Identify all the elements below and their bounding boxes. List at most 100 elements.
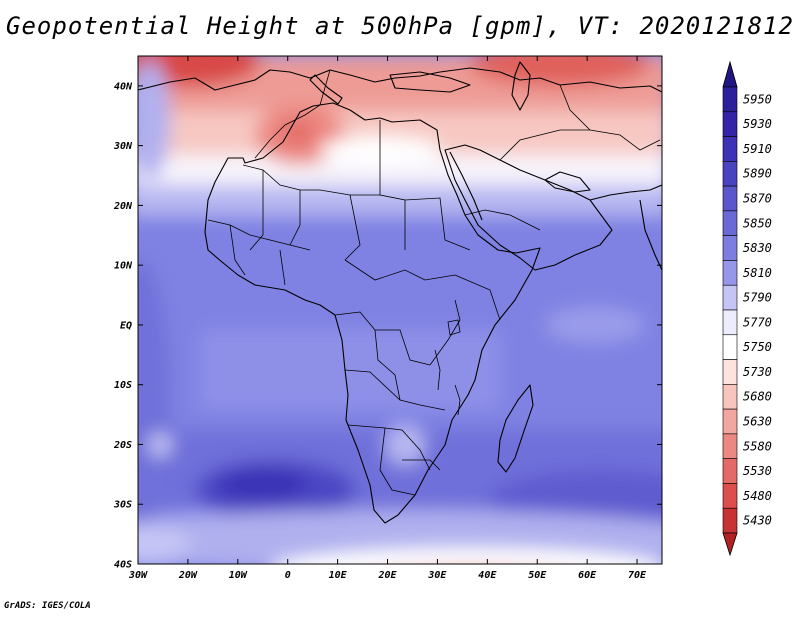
colorbar-label: 5750 — [743, 340, 772, 354]
colorbar-swatch — [722, 359, 738, 385]
colorbar: 5950 5930 5910 5890 5870 5850 5830 5810 5790 5770… — [722, 60, 772, 557]
colorbar-swatch — [722, 507, 738, 534]
lon-tick-label: 10E — [329, 570, 348, 581]
colorbar-swatch — [722, 483, 738, 509]
continent-outlines — [138, 61, 662, 524]
lon-tick-label: 0 — [285, 570, 291, 581]
colorbar-label: 5770 — [743, 315, 772, 329]
lon-tick-label: 30W — [128, 570, 148, 581]
lat-tick-label: 30N — [113, 141, 133, 152]
lake-tanganyika — [434, 349, 441, 391]
field-sahara-core — [280, 121, 316, 145]
border-3 — [289, 190, 301, 246]
field-kalahari-light — [385, 425, 425, 465]
longitude-axis: 30W 20W 10W 0 10E 20E 30E 40E 50E 60E 70E — [128, 56, 647, 581]
footer-credit: GrADS: IGES/COLA — [4, 601, 91, 611]
border-10 — [344, 369, 446, 411]
map-title: Geopotential Height at 500hPa [gpm], VT:… — [6, 12, 794, 40]
colorbar-label: 5530 — [743, 464, 772, 478]
border-17 — [559, 84, 661, 151]
lake-victoria — [447, 319, 461, 336]
madagascar-coastline — [497, 384, 534, 473]
lon-tick-label: 60E — [578, 570, 597, 581]
colorbar-swatch — [722, 185, 738, 212]
lake-malawi — [454, 384, 461, 416]
iran-pakistan-coast — [589, 184, 662, 201]
latitude-axis: 40N 30N 20N 10N EQ 10S 20S 30S 40S — [113, 81, 662, 571]
lon-tick-label: 20W — [178, 570, 198, 581]
west-africa-3 — [279, 249, 286, 286]
lon-tick-label: 50E — [528, 570, 547, 581]
colorbar-label: 5850 — [743, 216, 772, 230]
country-borders — [207, 69, 661, 496]
lat-tick-label: EQ — [120, 320, 132, 331]
field-south-white — [277, 548, 662, 564]
border-19 — [464, 209, 541, 231]
border-12 — [379, 427, 416, 496]
lat-tick-label: 30S — [113, 500, 132, 511]
india-coast — [639, 199, 662, 271]
colorbar-label: 5910 — [743, 142, 772, 156]
colorbar-label: 5580 — [743, 439, 772, 453]
colorbar-label: 5830 — [743, 241, 772, 255]
lat-tick-label: 40N — [114, 81, 133, 92]
mediterranean-north — [138, 67, 662, 93]
caspian-outline — [511, 61, 531, 111]
colorbar-swatch — [722, 235, 738, 261]
border-8 — [334, 311, 431, 366]
colorbar-swatch — [722, 384, 738, 410]
colorbar-swatch — [722, 408, 738, 435]
colorbar-swatch — [722, 433, 738, 459]
border-15 — [429, 299, 461, 366]
border-18 — [499, 129, 590, 161]
field-madagascar-light — [545, 307, 645, 343]
lat-tick-label: 10S — [114, 380, 132, 391]
colorbar-swatch — [722, 260, 738, 286]
colorbar-swatch — [722, 284, 738, 311]
lat-tick-label: 40S — [114, 560, 132, 571]
colorbar-label: 5630 — [743, 415, 772, 429]
colorbar-label: 5810 — [743, 266, 772, 280]
border-9 — [374, 329, 401, 401]
colorbar-label: 5950 — [743, 92, 772, 106]
border-5 — [379, 120, 406, 250]
lon-tick-label: 40E — [478, 570, 497, 581]
border-2 — [249, 170, 264, 251]
colorbar-swatch — [722, 309, 738, 336]
border-14 — [454, 274, 501, 321]
colorbar-swatch — [722, 210, 738, 236]
colorbar-top-arrow — [722, 60, 738, 88]
field-south-red — [370, 584, 570, 618]
height-field-shading — [138, 56, 662, 618]
colorbar-swatch — [722, 136, 738, 162]
colorbar-label: 5730 — [743, 365, 772, 379]
colorbar-swatch — [722, 86, 738, 113]
field-s-light-left — [138, 525, 190, 564]
colorbar-label: 5680 — [743, 390, 772, 404]
colorbar-swatch — [722, 334, 738, 360]
lat-tick-label: 10N — [114, 261, 133, 272]
colorbar-swatch — [722, 458, 738, 484]
italy-outline — [309, 74, 343, 105]
border-7 — [344, 259, 456, 281]
colorbar-label: 5930 — [743, 117, 772, 131]
colorbar-label: 5790 — [743, 291, 772, 305]
colorbar-label: 5870 — [743, 192, 772, 206]
field-ne-red — [470, 56, 650, 86]
plot-area — [138, 56, 662, 618]
field-nw-red — [138, 56, 260, 87]
plot-frame — [137, 55, 663, 565]
africa-coastline — [204, 102, 541, 524]
lat-tick-label: 20N — [113, 201, 133, 212]
border-6 — [404, 197, 471, 251]
persian-gulf — [544, 171, 591, 193]
red-sea — [449, 151, 483, 221]
lon-tick-label: 10W — [229, 570, 248, 581]
colorbar-swatch — [722, 111, 738, 137]
lon-tick-label: 20E — [377, 570, 397, 581]
field-left-edge — [138, 260, 170, 540]
colorbar-bottom-arrow — [722, 532, 738, 557]
colorbar-label: 5430 — [743, 514, 772, 528]
lat-tick-label: 20S — [113, 440, 132, 451]
anatolia-outline — [389, 71, 471, 93]
